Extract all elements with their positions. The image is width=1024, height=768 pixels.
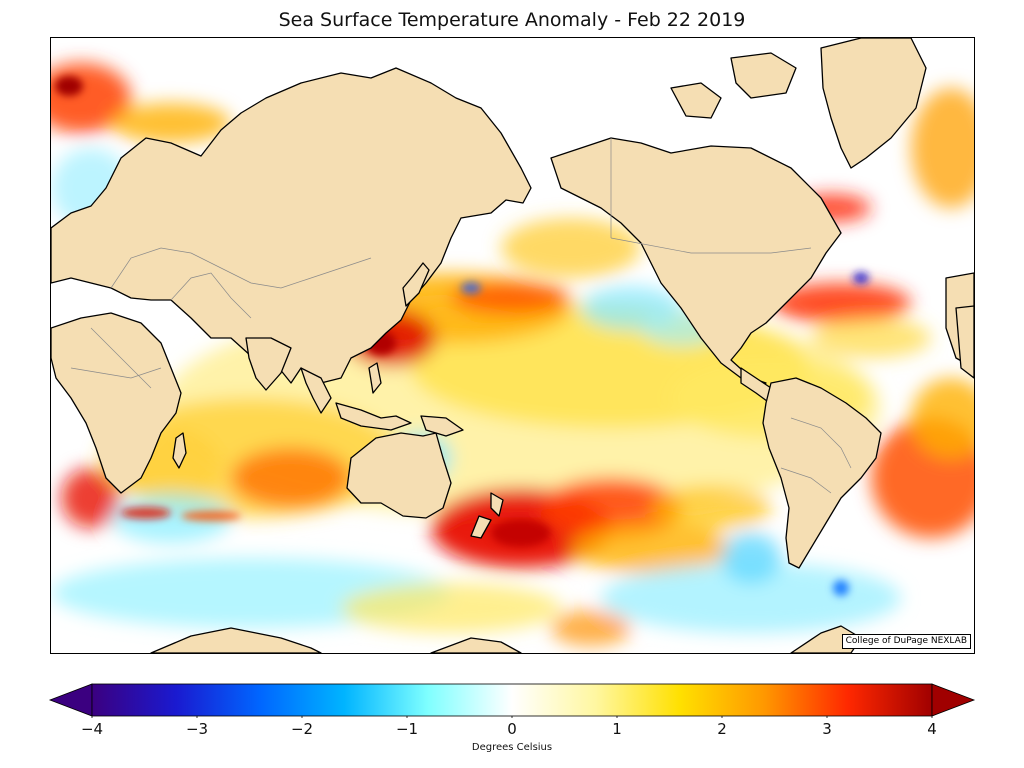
colorbar-ticks [91,716,933,718]
new-zealand-south [470,515,492,539]
philippines [368,362,382,394]
south-america [762,377,882,569]
credit-label: College of DuPage NEXLAB [841,634,971,649]
australia [346,432,452,519]
antarctica-2 [430,637,522,653]
new-zealand [490,492,504,517]
japan [402,262,430,307]
map-title: Sea Surface Temperature Anomaly - Feb 22… [278,9,746,31]
arctic-islands [670,82,722,119]
africa [51,312,182,494]
africa-east-edge [955,305,974,379]
country-borders [70,138,852,494]
colorbar-tick-label: 4 [927,720,937,738]
land-masses [51,38,974,653]
colorbar-tick-label: −3 [185,720,209,738]
colorbar-tick-label: −4 [80,720,104,738]
antarctica [150,627,322,653]
anomaly-field [51,38,974,653]
map-canvas [51,38,974,653]
new-guinea [420,415,464,437]
colorbar-tick-label: 0 [507,720,517,738]
colorbar-tick-label: 2 [717,720,727,738]
colorbar-tick-label: −2 [290,720,314,738]
se-asia [300,367,332,414]
colorbar-tick-label: 3 [822,720,832,738]
india [245,337,292,391]
madagascar [172,432,187,469]
colorbar-label: Degrees Celsius [471,742,553,753]
colorbar-high-arrow [931,683,976,717]
colorbar-low-arrow [48,683,93,717]
indonesia [335,402,412,431]
colorbar [48,683,976,718]
eurasia [51,67,532,384]
colorbar-body [91,683,933,717]
sst-anomaly-map: College of DuPage NEXLAB [50,37,975,654]
colorbar-tick-label: −1 [395,720,419,738]
greenland [820,38,927,169]
arctic-islands-2 [730,52,797,99]
colorbar-tick-label: 1 [612,720,622,738]
north-america [550,137,842,389]
